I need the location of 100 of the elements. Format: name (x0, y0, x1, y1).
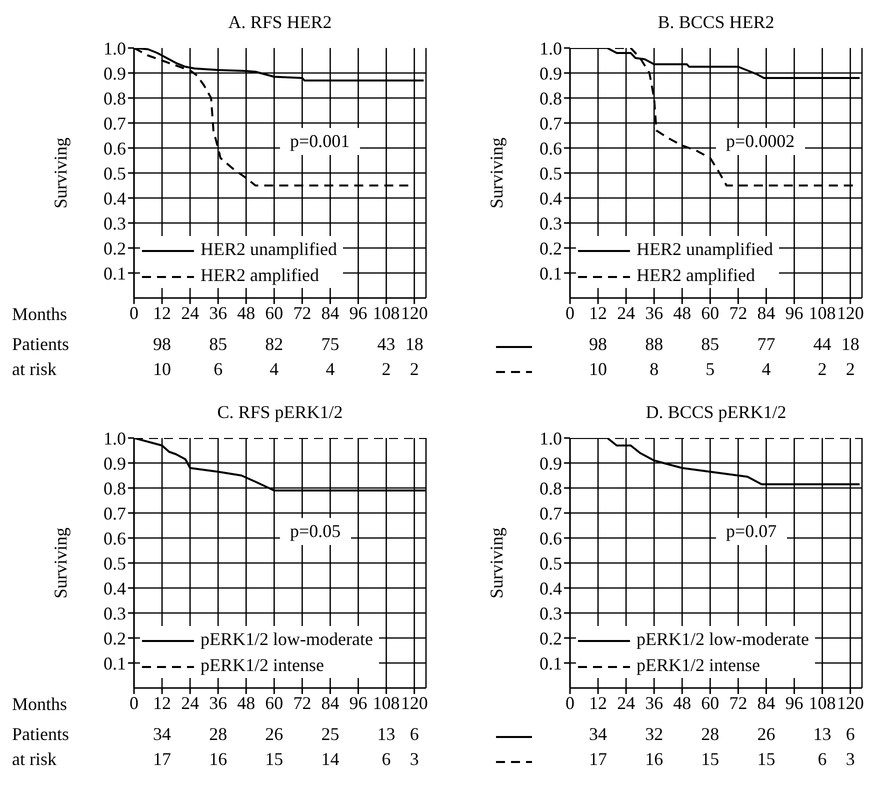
chart-title: C. RFS pERK1/2 (216, 402, 344, 423)
x-tick-label: 108 (808, 302, 836, 323)
text: 1.0 (104, 428, 126, 448)
x-axis-title: Months (12, 694, 68, 715)
text: 98 85 82 75 43 18 (153, 334, 424, 354)
annotation: p=0.0002 (716, 128, 805, 155)
y-tick-label: 0.4 (104, 578, 126, 598)
y-tick-label: 0.1 (104, 653, 126, 674)
y-tick-label: 0.6 (104, 138, 126, 158)
x-tick-label: 60 (265, 692, 284, 713)
x-tick-label: 48 (673, 692, 692, 713)
legend-label: HER2 amplified (636, 265, 755, 285)
annotation: p=0.07 (716, 518, 787, 545)
y-tick-label: 0.6 (540, 528, 562, 548)
x-tick-label: 60 (701, 302, 720, 323)
x-tick-label: 96 (785, 302, 804, 323)
annotation: p=0.001 (280, 128, 360, 155)
x-tick-label: 36 (209, 302, 228, 323)
y-tick-label: 0.6 (540, 138, 562, 158)
text: Patients at risk (12, 723, 70, 771)
y-axis-title: Surviving (486, 527, 506, 599)
y-tick-label: 0.4 (540, 188, 562, 208)
x-tick-label: 120 (400, 692, 428, 713)
chart-title: A. RFS HER2 (227, 12, 333, 33)
y-tick-label: 0.8 (104, 478, 126, 498)
x-tick-label: 48 (237, 692, 256, 713)
chart-title: D. BCCS pERK1/2 (644, 402, 788, 423)
y-tick-label: 0.4 (540, 578, 562, 598)
x-tick-label: 84 (757, 302, 776, 323)
text: 10 8 5 4 2 2 (589, 359, 855, 379)
y-tick-label: 0.8 (540, 478, 562, 498)
annotation: p=0.05 (280, 518, 351, 545)
x-tick-label: 96 (349, 692, 368, 713)
x-tick-label: 0 (130, 692, 138, 713)
y-tick-label: 0.4 (104, 188, 126, 208)
x-tick-label: 48 (673, 302, 692, 323)
text: 1.0 (540, 428, 562, 448)
x-tick-label: 0 (130, 302, 138, 323)
x-tick-label: 96 (349, 302, 368, 323)
x-tick-label: 48 (237, 302, 256, 323)
y-tick-label: 0.1 (104, 263, 126, 284)
y-tick-label: 0.3 (540, 603, 562, 624)
y-tick-label: 0.9 (104, 453, 126, 474)
x-tick-label: 24 (181, 302, 200, 323)
y-axis-title: Surviving (50, 137, 70, 209)
y-tick-label: 0.9 (540, 453, 562, 474)
x-tick-label: 72 (293, 692, 312, 713)
y-axis-title: Surviving (486, 137, 506, 209)
legend-label: HER2 amplified (200, 265, 319, 285)
x-tick-label: 24 (181, 692, 200, 713)
y-tick-label: 0.8 (104, 88, 126, 108)
y-tick-label: 0.5 (104, 553, 126, 574)
x-tick-label: 0 (566, 692, 574, 713)
y-tick-label: 0.7 (540, 113, 562, 134)
y-axis-title: Surviving (50, 527, 70, 599)
text: 1.0 (104, 38, 126, 58)
x-tick-label: 84 (321, 692, 340, 713)
x-tick-label: 12 (589, 302, 608, 323)
y-tick-label: 0.6 (104, 528, 126, 548)
y-tick-label: 0.2 (540, 628, 562, 648)
x-axis-title: Months (12, 304, 68, 325)
y-tick-label: 0.9 (104, 63, 126, 84)
x-tick-label: 108 (372, 692, 400, 713)
x-tick-label: 108 (808, 692, 836, 713)
y-tick-label: 0.3 (540, 213, 562, 234)
legend-label: pERK1/2 low-moderate (200, 629, 373, 649)
x-tick-label: 84 (757, 692, 776, 713)
y-tick-label: 0.7 (104, 113, 126, 134)
y-tick-label: 0.2 (104, 628, 126, 648)
x-tick-label: 12 (153, 692, 172, 713)
x-tick-label: 0 (566, 302, 574, 323)
x-tick-label: 96 (785, 692, 804, 713)
text: 17 16 15 15 6 3 (589, 749, 855, 769)
x-tick-label: 36 (645, 692, 664, 713)
y-tick-label: 0.1 (540, 263, 562, 284)
legend-label: pERK1/2 low-moderate (636, 629, 809, 649)
legend-label: HER2 unamplified (200, 239, 337, 259)
text: 34 32 28 26 13 6 (589, 724, 855, 744)
x-tick-label: 12 (589, 692, 608, 713)
y-tick-label: 0.2 (104, 238, 126, 258)
y-tick-label: 0.7 (104, 503, 126, 524)
text: Patients at risk (12, 333, 70, 381)
y-tick-label: 0.2 (540, 238, 562, 258)
x-tick-label: 60 (701, 692, 720, 713)
y-tick-label: 0.5 (104, 163, 126, 184)
legend-label: pERK1/2 intense (636, 655, 760, 675)
y-tick-label: 0.3 (104, 213, 126, 234)
x-tick-label: 24 (617, 302, 636, 323)
y-tick-label: 0.1 (540, 653, 562, 674)
y-tick-label: 0.5 (540, 553, 562, 574)
text: 10 6 4 4 2 2 (153, 359, 419, 379)
text: 34 28 26 25 13 6 (153, 724, 419, 744)
y-tick-label: 0.5 (540, 163, 562, 184)
text: 17 16 15 14 6 3 (153, 749, 419, 769)
x-tick-label: 120 (400, 302, 428, 323)
x-tick-label: 72 (729, 692, 748, 713)
x-tick-label: 24 (617, 692, 636, 713)
text: 1.0 (540, 38, 562, 58)
legend-label: pERK1/2 intense (200, 655, 324, 675)
x-tick-label: 72 (293, 302, 312, 323)
